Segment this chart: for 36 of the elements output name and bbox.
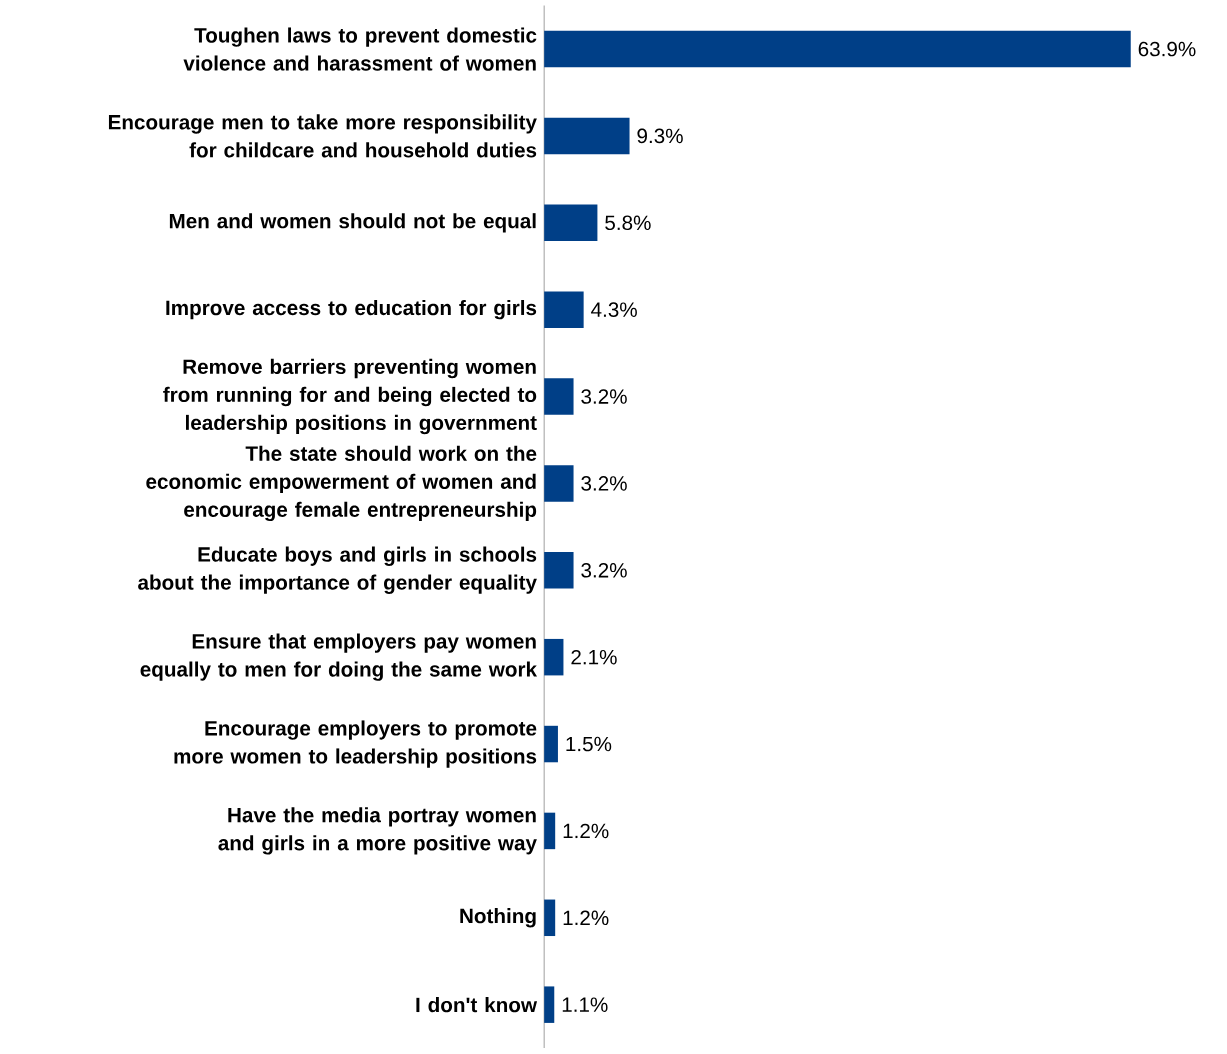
bar	[544, 378, 574, 415]
data-label: 1.1%	[562, 997, 608, 1013]
y-tick-label: The state should work on the economic empowerment of women and encourage female entrepreneurship	[146, 445, 537, 522]
bar	[544, 812, 556, 850]
data-label: 4.3%	[591, 302, 637, 318]
data-label: 3.2%	[581, 563, 627, 578]
data-label: 3.2%	[581, 389, 627, 405]
bar	[544, 204, 598, 242]
y-tick-label: Encourage employers to promote more women to leadership positions	[174, 720, 537, 768]
bar	[544, 639, 564, 676]
bar	[544, 117, 630, 155]
bar	[544, 30, 1131, 68]
data-label: 3.2%	[581, 476, 627, 491]
bar	[544, 291, 584, 329]
y-tick-label: Men and women should not be equal	[169, 213, 536, 233]
data-label: 2.1%	[571, 650, 617, 665]
bar	[544, 465, 574, 502]
data-label: 1.5%	[566, 736, 612, 752]
data-label: 9.3%	[637, 128, 683, 144]
y-tick-label: Toughen laws to prevent domestic violence and harassment of women	[183, 27, 537, 71]
y-tick-label: Encourage men to take more responsibility for childcare and household duties	[108, 114, 537, 158]
y-tick-label: Remove barriers preventing women from running for and being elected to leadership positions in government	[163, 359, 537, 435]
bar	[544, 725, 558, 763]
bar	[544, 986, 555, 1024]
data-label: 1.2%	[563, 910, 609, 926]
data-label: 5.8%	[605, 215, 651, 231]
y-tick-label: Ensure that employers pay women equally to men for doing the same work	[140, 633, 538, 681]
bar	[544, 899, 556, 937]
y-tick-label: I don't know	[416, 997, 538, 1013]
y-tick-label: Educate boys and girls in schools about the importance of gender equality	[138, 546, 537, 595]
data-label: 63.9%	[1138, 41, 1196, 57]
y-tick-label: Improve access to education for girls	[166, 300, 537, 320]
y-tick-label: Nothing	[460, 908, 536, 928]
data-label: 1.2%	[563, 823, 609, 839]
y-tick-label: Have the media portray women and girls in a more positive way	[218, 807, 537, 855]
bar	[544, 552, 574, 589]
